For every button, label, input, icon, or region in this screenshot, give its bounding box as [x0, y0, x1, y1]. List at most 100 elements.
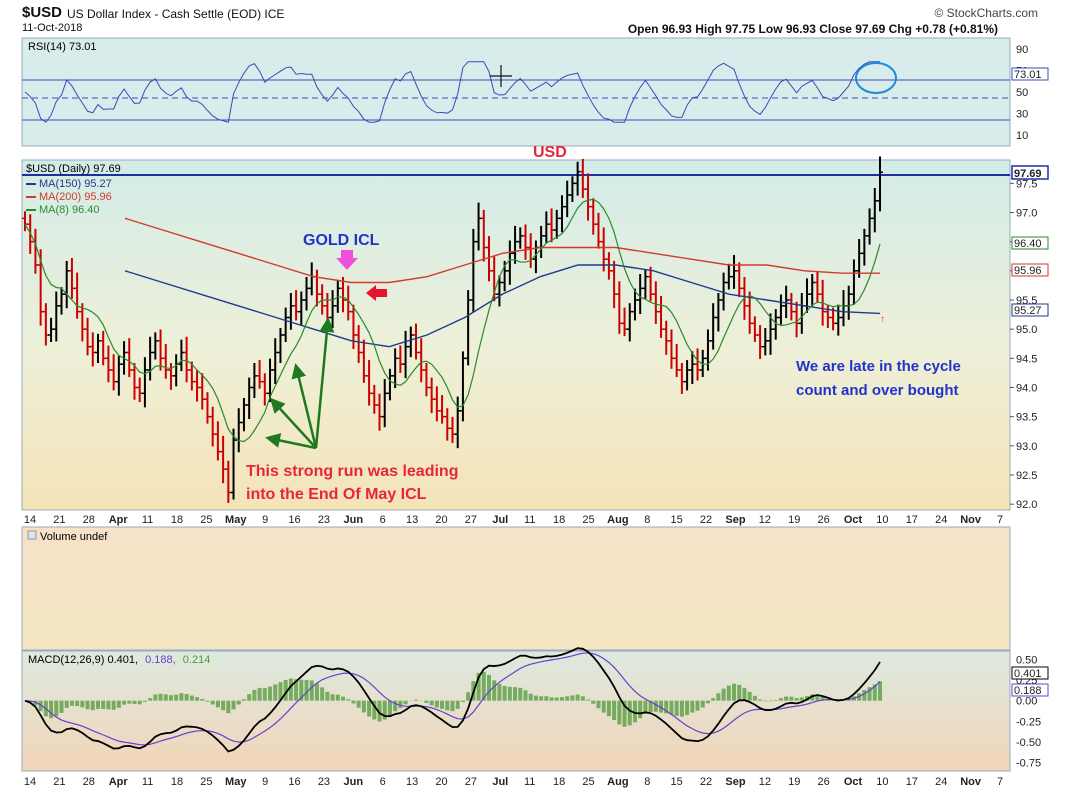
x-axis-label: Apr [109, 776, 129, 788]
histogram-bar [492, 680, 497, 701]
histogram-bar [299, 679, 304, 701]
histogram-bar [752, 695, 757, 701]
histogram-bar [85, 700, 90, 710]
price-tick-label: 97.5 [1016, 178, 1037, 190]
price-tick-label: 94.0 [1016, 383, 1037, 395]
x-axis-label: Oct [844, 776, 863, 788]
ma150-tag: 95.27 [1014, 305, 1042, 317]
histogram-bar [294, 679, 299, 701]
rsi-tick-label: 10 [1016, 130, 1028, 142]
histogram-bar [586, 699, 591, 701]
x-axis-bottom: 14 21 28 Apr 11 18 25 May 9 16 23 Jun 6 13 20 27 Jul 11 18… [24, 776, 1003, 788]
crosshair-cursor [490, 65, 512, 87]
ma150-legend: MA(150) 95.27 [39, 178, 112, 190]
histogram-bar [314, 683, 319, 701]
histogram-bar [179, 693, 184, 701]
x-axis-label: 25 [200, 514, 212, 526]
histogram-bar [768, 700, 773, 702]
x-axis-label: 12 [759, 776, 771, 788]
histogram-bar [742, 687, 747, 701]
x-axis-label: 18 [553, 776, 565, 788]
histogram-bar [617, 700, 622, 725]
histogram-bar [747, 691, 752, 701]
histogram-bar [758, 699, 763, 701]
x-axis-label: Sep [725, 776, 745, 788]
ma200-line [124, 217, 880, 284]
rsi-value-tag [1011, 67, 1049, 81]
histogram-bar [241, 699, 246, 701]
macd-legend-hist: 0.214 [183, 654, 211, 666]
rsi-panel: RSI(14) 73.01 9070503010 73.01 [21, 37, 1049, 147]
histogram-bar [320, 687, 325, 701]
histogram-bar [502, 686, 507, 701]
x-axis-label: 13 [406, 514, 418, 526]
histogram-bar [382, 700, 387, 720]
annotation-gold-icl: GOLD ICL [303, 232, 380, 249]
annotation-run-line1: This strong run was leading [246, 463, 458, 480]
x-axis-label: 25 [200, 776, 212, 788]
x-axis-label: 23 [318, 776, 330, 788]
histogram-bar [236, 700, 241, 705]
histogram-bar [507, 686, 512, 701]
small-up-arrow-icon: ↑ [880, 314, 885, 325]
histogram-bar [820, 696, 825, 701]
histogram-bar [455, 700, 460, 709]
histogram-bar [450, 700, 455, 712]
histogram-bar [38, 700, 43, 712]
rsi-value-tag-text: 73.01 [1014, 69, 1042, 81]
histogram-bar [247, 694, 252, 701]
histogram-bar [518, 687, 523, 701]
x-axis-label: 10 [876, 776, 888, 788]
x-axis-label: 26 [818, 776, 830, 788]
histogram-bar [679, 700, 684, 717]
x-axis-label: Jun [344, 514, 364, 526]
histogram-bar [466, 692, 471, 701]
histogram-bar [872, 684, 877, 701]
price-tick-label: 94.5 [1016, 353, 1037, 365]
x-axis-label: 8 [644, 776, 650, 788]
ma200-tag: 95.96 [1014, 265, 1042, 277]
histogram-bar [132, 700, 137, 705]
histogram-bar [414, 699, 419, 701]
x-axis-label: 27 [465, 776, 477, 788]
histogram-bar [346, 699, 351, 701]
histogram-bar [575, 694, 580, 701]
histogram-bar [205, 700, 210, 702]
annotation-run-line2: into the End Of May ICL [246, 486, 427, 503]
x-axis-label: 11 [142, 514, 153, 526]
histogram-bar [481, 671, 486, 701]
x-axis-label: 18 [171, 514, 183, 526]
histogram-bar [163, 694, 168, 701]
x-axis-label: 10 [876, 514, 888, 526]
histogram-bar [215, 700, 220, 708]
x-axis-label: 28 [83, 514, 95, 526]
histogram-bar [612, 700, 617, 721]
histogram-bar [54, 700, 59, 717]
ma200-tag-box [1011, 263, 1049, 277]
histogram-bar [309, 680, 314, 701]
histogram-bar [554, 697, 559, 701]
x-axis-label: 24 [935, 514, 947, 526]
x-axis-label: 13 [406, 776, 418, 788]
histogram-bar [570, 695, 575, 701]
histogram-bar [372, 700, 377, 720]
histogram-bar [195, 697, 200, 701]
volume-panel: Volume undef [21, 526, 1011, 651]
histogram-bar [669, 700, 674, 715]
histogram-bar [460, 700, 465, 703]
volume-legend-swatch [27, 530, 37, 540]
x-axis-label: Nov [960, 776, 982, 788]
x-axis-label: 22 [700, 776, 712, 788]
histogram-bar [387, 700, 392, 716]
histogram-bar [606, 700, 611, 717]
histogram-bar [49, 700, 54, 719]
x-axis-label: 9 [262, 776, 268, 788]
histogram-bar [632, 700, 637, 723]
histogram-bar [168, 695, 173, 701]
histogram-bar [732, 683, 737, 701]
histogram-bar [580, 696, 585, 701]
histogram-bar [815, 694, 820, 701]
ma8-legend: MA(8) 96.40 [39, 204, 100, 216]
x-axis-label: 14 [24, 514, 36, 526]
histogram-bar [127, 700, 132, 704]
